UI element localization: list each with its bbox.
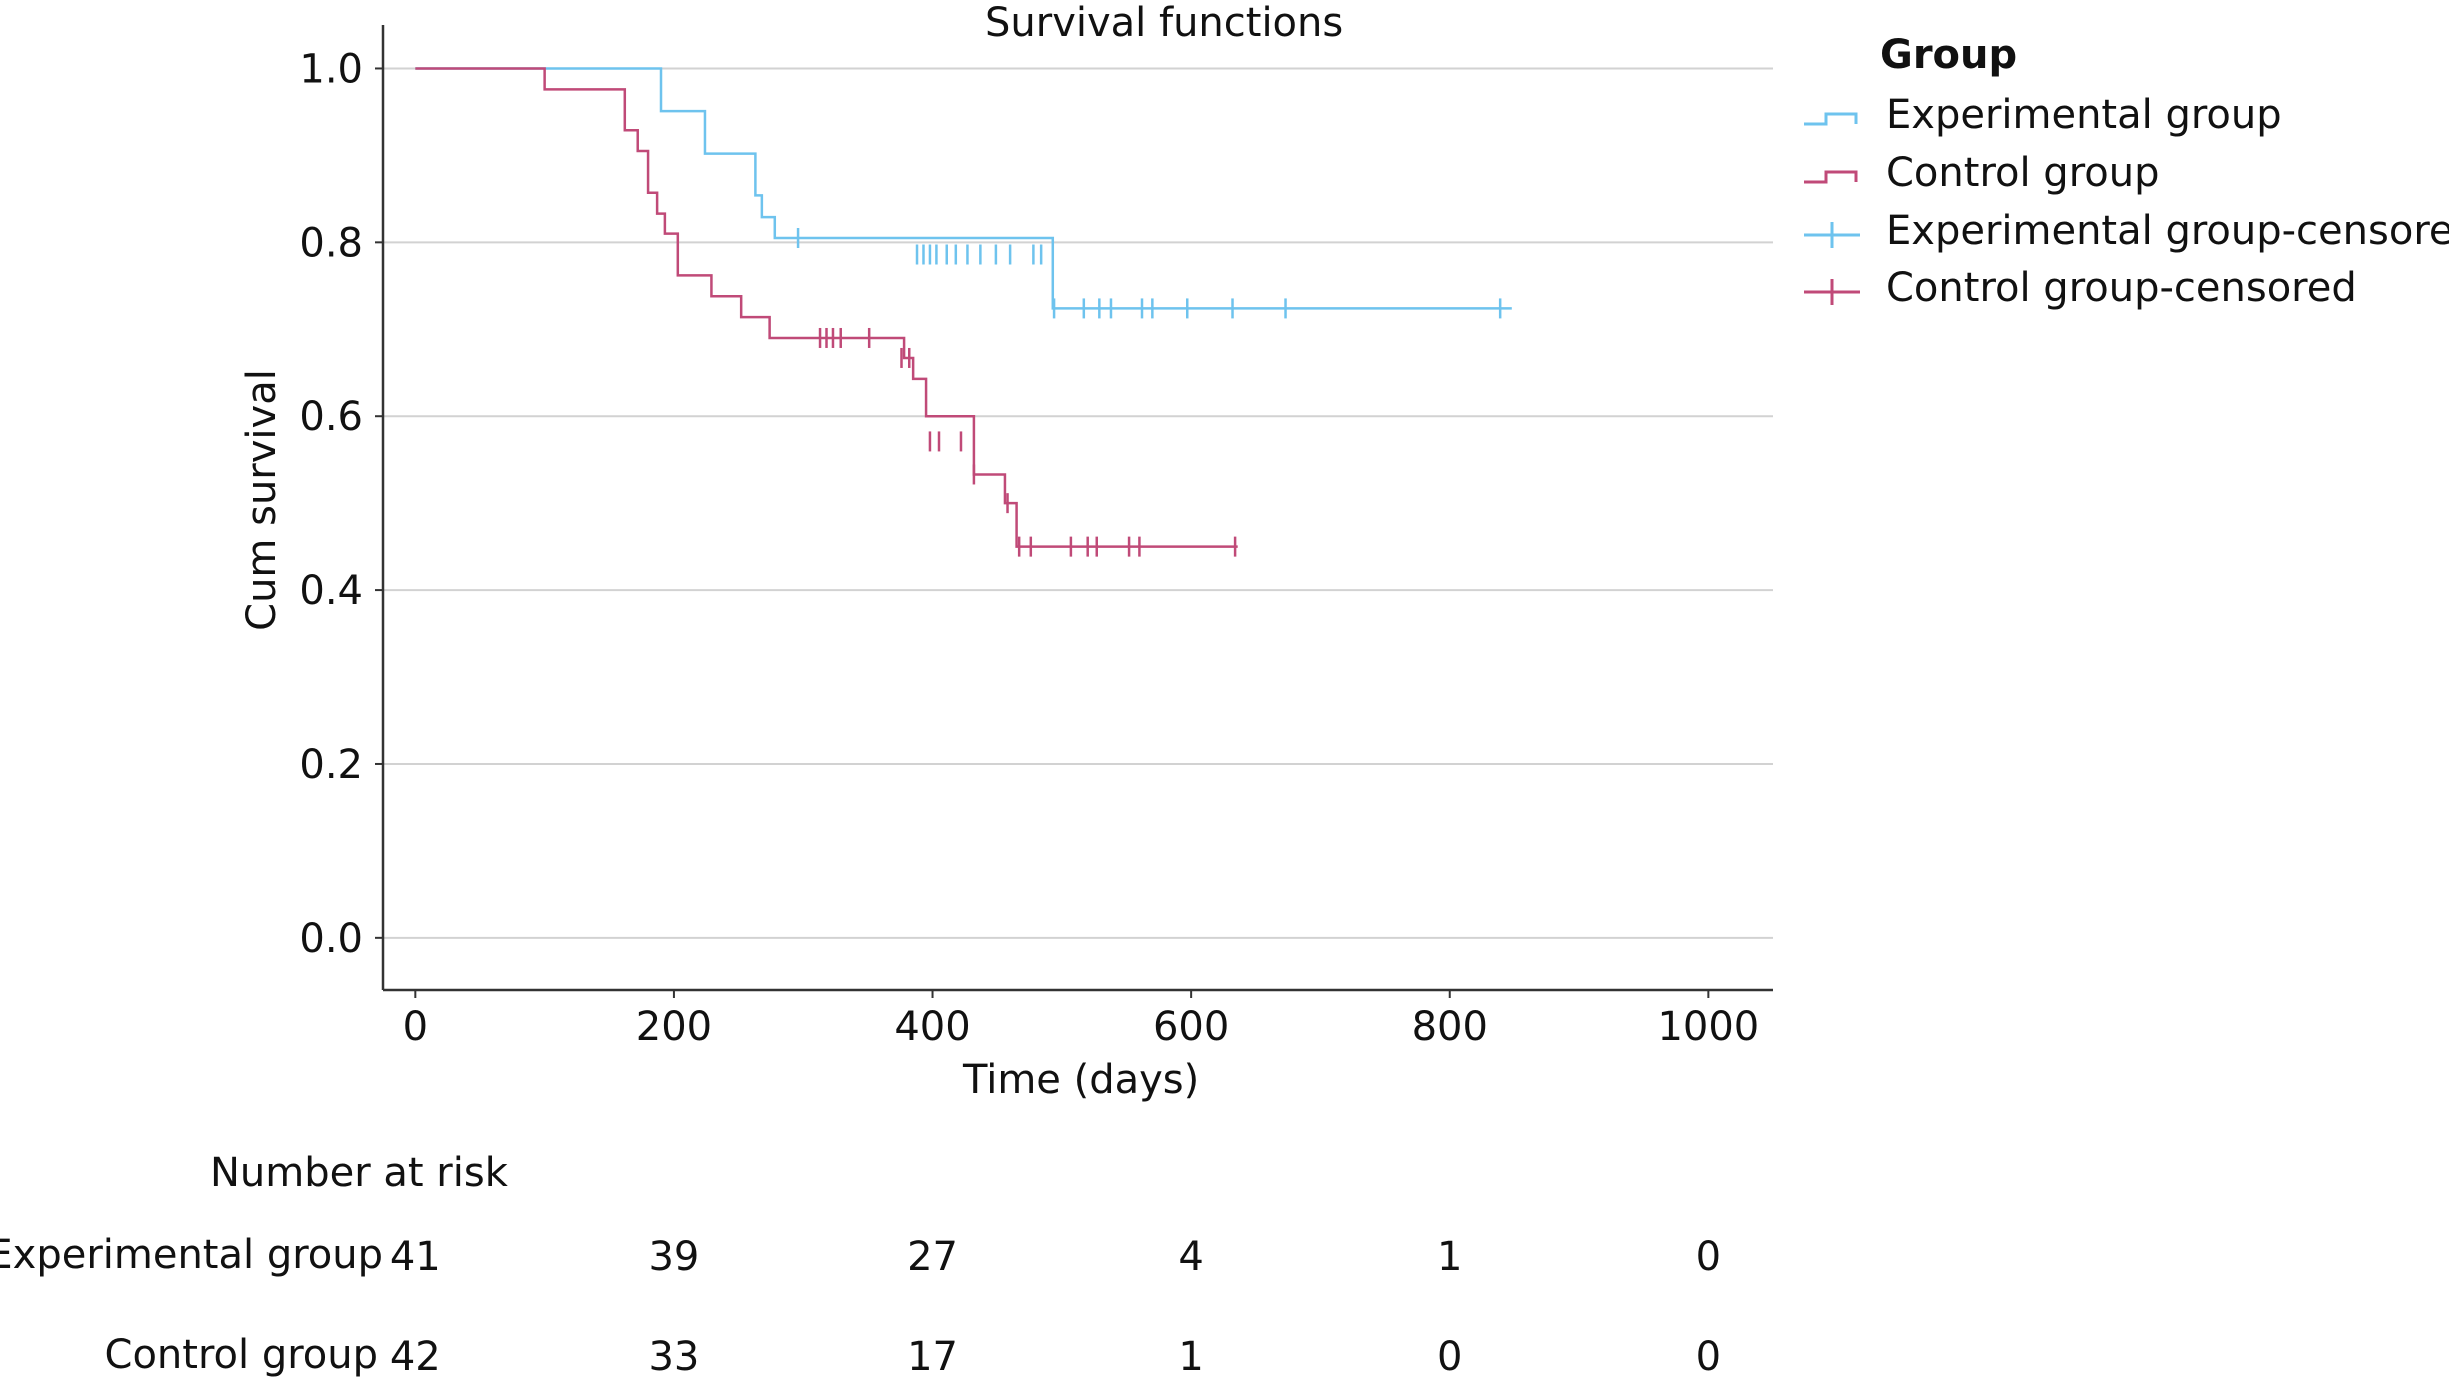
legend-label: Experimental group-censored [1886,208,2449,254]
risk-value: 4 [1178,1234,1204,1280]
risk-value: 0 [1695,1334,1722,1380]
risk-value: 42 [389,1334,441,1380]
x-tick-label: 800 [1412,1004,1488,1050]
x-axis-label: Time (days) [963,1057,1200,1103]
chart-title: Survival functions [985,0,1344,46]
risk-value: 33 [648,1334,700,1380]
survival-curve-control [415,67,1238,548]
grid-lines [383,67,1773,939]
tick-labels: 0.0 0.2 0.4 0.6 0.8 1.0 0 200 400 600 800 1000 [299,46,1759,1050]
legend-item: Experimental group-censored [1800,208,2449,258]
y-tick-label: 0.6 [299,394,363,440]
risk-value: 39 [648,1234,700,1280]
legend-step-line [1804,170,1858,184]
legend-item: Control group-censored [1800,265,2440,315]
risk-value: 27 [907,1234,958,1280]
risk-row-label: Experimental group [0,1232,383,1278]
y-tick-label: 1.0 [299,46,363,92]
x-tick-label: 1000 [1657,1004,1759,1050]
legend-label: Control group-censored [1886,265,2357,311]
legend-label: Control group [1886,150,2160,196]
series-group [415,67,1512,557]
risk-value: 17 [907,1334,958,1380]
legend-title: Group [1880,32,2018,78]
y-tick-label: 0.8 [299,220,363,266]
risk-value: 0 [1437,1334,1463,1380]
y-tick-label: 0.4 [299,568,363,614]
risk-value: 1 [1178,1334,1204,1380]
legend-censor-swatch [1804,279,1860,305]
legend-censor-swatch [1804,222,1860,248]
risk-value: 1 [1437,1234,1463,1280]
x-tick-label: 600 [1153,1004,1229,1050]
legend-label: Experimental group [1886,92,2282,138]
number-at-risk-title: Number at risk [210,1150,508,1196]
legend-item: Experimental group [1800,92,2440,142]
x-tick-label: 0 [403,1004,428,1050]
risk-row-label: Control group [104,1332,378,1378]
risk-value: 41 [389,1234,441,1280]
survival-curve-experimental [415,67,1512,310]
y-tick-label: 0.2 [299,742,363,788]
y-tick-label: 0.0 [299,916,363,962]
legend-item: Control group [1800,150,2440,200]
legend-step-line [1804,112,1858,126]
legend-step-swatch [1804,112,1858,126]
x-tick-label: 400 [894,1004,970,1050]
legend-step-swatch [1804,170,1858,184]
risk-value: 0 [1695,1234,1722,1280]
axes [375,25,1773,998]
x-tick-label: 200 [636,1004,712,1050]
y-axis-label: Cum survival [239,369,285,631]
